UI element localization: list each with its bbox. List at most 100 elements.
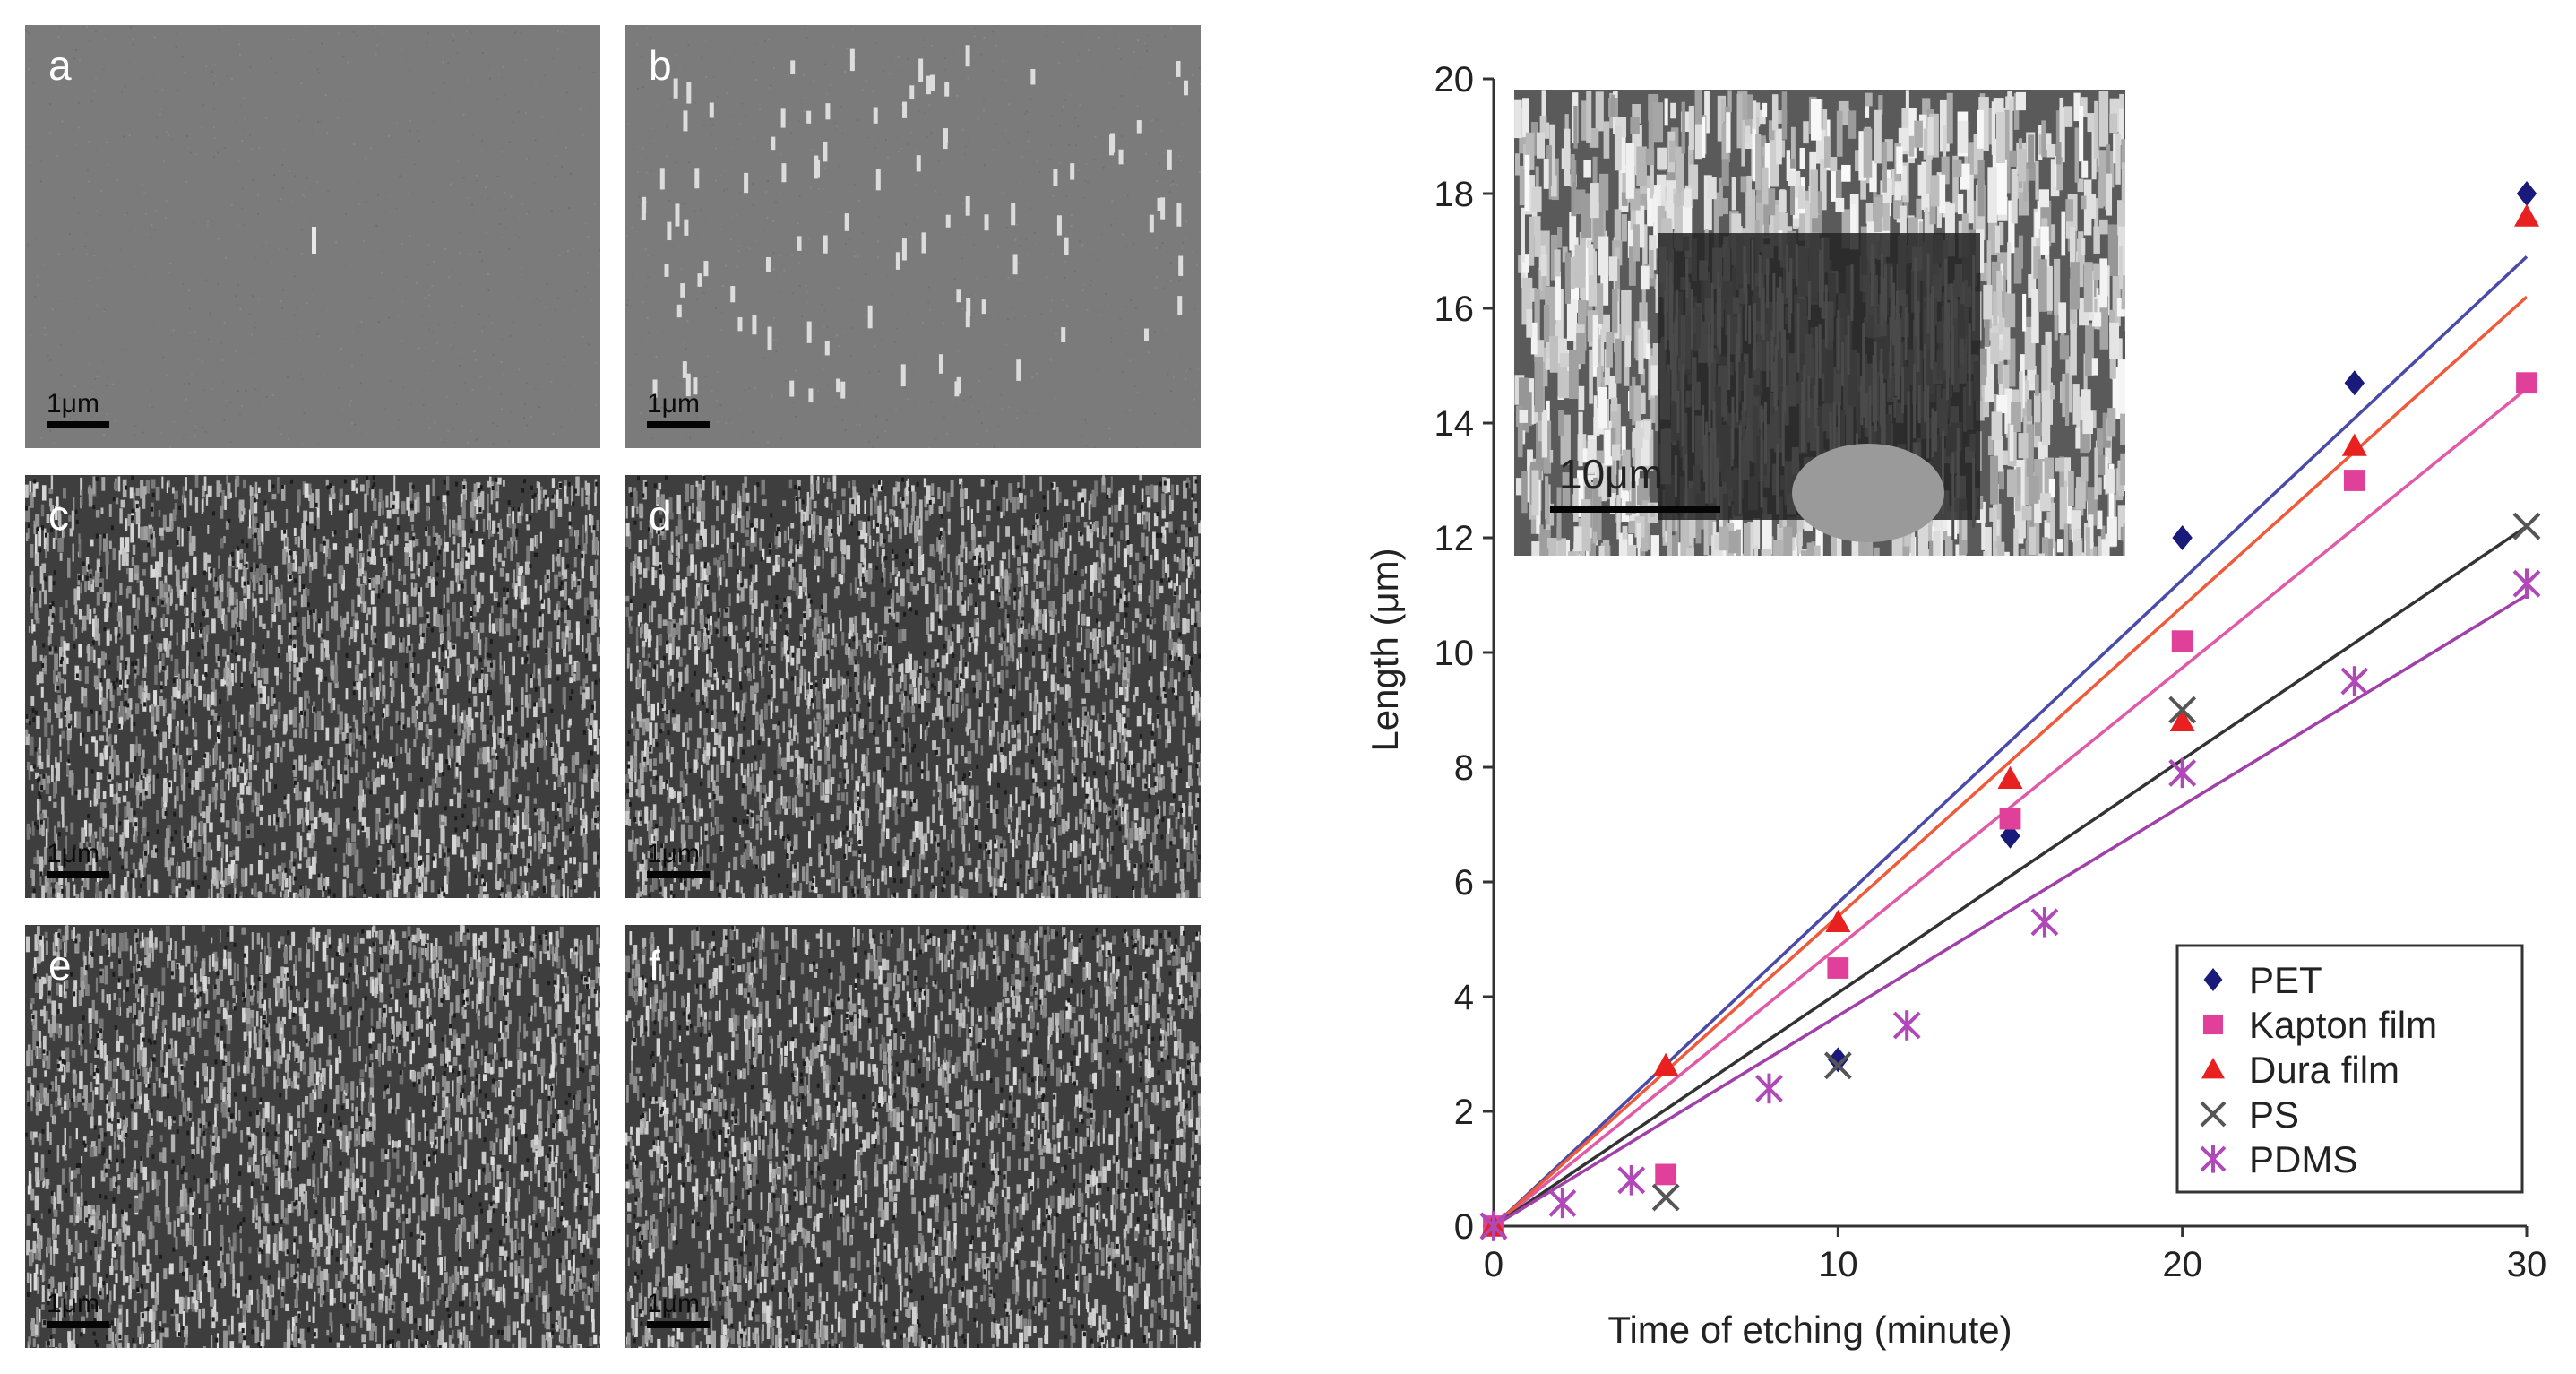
scale-bar: 1μm — [47, 1289, 109, 1328]
scale-bar: 1μm — [647, 1289, 710, 1328]
scale-bar-line — [647, 871, 710, 878]
point-pdms — [2030, 907, 2059, 938]
panel-label: b — [649, 42, 672, 89]
y-tick-label: 0 — [1454, 1207, 1474, 1247]
sem-panel-a: a 1μm — [25, 25, 600, 448]
point-pet — [1828, 1047, 1848, 1073]
point-pet — [2344, 370, 2365, 396]
y-tick-label: 10 — [1434, 634, 1475, 673]
legend-box — [2175, 944, 2524, 1194]
inset-scale-bar — [1550, 506, 1720, 513]
sem-panel-f: f 1μm — [625, 925, 1201, 1348]
legend-marker — [2200, 1101, 2227, 1128]
inset-sem-image: 10μm — [1514, 90, 2125, 556]
scale-bar-line — [47, 871, 109, 878]
inset-scale-label: 10μm — [1559, 451, 1663, 497]
legend-marker — [2201, 1058, 2225, 1079]
x-tick-label: 30 — [2507, 1245, 2547, 1284]
legend-marker — [2202, 1014, 2224, 1035]
scale-bar-line — [647, 1321, 710, 1328]
point-pdms — [1755, 1073, 1783, 1104]
scale-bar-line — [47, 421, 109, 428]
x-tick-label: 10 — [1818, 1245, 1858, 1284]
point-kapton-film — [2171, 630, 2193, 652]
point-dura-film — [2169, 708, 2195, 731]
sem-texture — [25, 925, 600, 1348]
fit-line-pdms — [1493, 593, 2528, 1228]
chart-axes: 0 2 4 6 8 10 12 14 16 18 20 0 10 20 30 — [1434, 60, 2547, 1284]
legend-marker — [2203, 968, 2223, 991]
y-tick-label: 6 — [1454, 863, 1474, 903]
y-tick-label: 8 — [1454, 748, 1474, 788]
point-pdms — [2340, 666, 2369, 696]
point-kapton-film — [1827, 957, 1849, 979]
scale-bar-label: 1μm — [647, 839, 700, 868]
y-tick-label: 18 — [1434, 175, 1475, 214]
y-tick-label: 16 — [1434, 289, 1475, 329]
legend-label: Dura film — [2249, 1049, 2399, 1091]
point-ps — [2512, 512, 2541, 540]
sem-panel-b: b 1μm — [625, 25, 1201, 448]
y-tick-label: 2 — [1454, 1093, 1474, 1132]
scale-bar-label: 1μm — [647, 1289, 700, 1318]
fit-line-ps — [1493, 524, 2528, 1228]
sem-texture — [625, 925, 1201, 1348]
point-pdms — [2168, 757, 2197, 789]
scale-bar-line — [47, 1321, 109, 1328]
y-tick-label: 20 — [1434, 60, 1475, 99]
sem-texture — [625, 475, 1201, 898]
scale-bar-line — [647, 421, 710, 428]
etching-length-chart: 10μm 0 2 4 6 8 10 12 14 16 18 20 0 10 20 30 PETKapton … — [1364, 60, 2547, 1351]
sem-panel-c: c 1μm — [25, 475, 600, 898]
panel-label: c — [48, 492, 69, 539]
y-axis-label: Length (μm) — [1364, 548, 1406, 751]
point-kapton-film — [1999, 808, 2021, 830]
point-pdms — [1479, 1211, 1508, 1241]
point-dura-film — [1997, 765, 2023, 789]
point-pet — [2516, 181, 2537, 206]
legend-label: PET — [2249, 959, 2322, 1001]
scale-bar: 1μm — [47, 839, 109, 878]
fit-line-kapton-film — [1492, 387, 2529, 1228]
point-pdms — [1892, 1010, 1921, 1041]
point-pdms — [2512, 568, 2541, 599]
point-pet — [2172, 525, 2193, 550]
legend-label: PS — [2249, 1093, 2299, 1136]
point-ps — [1823, 1051, 1852, 1080]
x-tick-label: 0 — [1484, 1245, 1503, 1284]
scale-bar-label: 1μm — [47, 389, 99, 419]
point-dura-film — [1653, 1052, 1679, 1076]
sem-texture — [25, 475, 600, 898]
sem-texture — [625, 25, 1201, 448]
x-axis-label: Time of etching (minute) — [1607, 1309, 2012, 1351]
point-ps — [2168, 696, 2197, 724]
scale-bar: 1μm — [47, 389, 109, 428]
point-pdms — [1548, 1188, 1577, 1219]
scale-bar-label: 1μm — [47, 839, 99, 868]
y-tick-label: 12 — [1434, 519, 1475, 558]
y-tick-label: 4 — [1454, 978, 1474, 1017]
scale-bar: 1μm — [647, 839, 710, 878]
legend-marker — [2200, 1145, 2227, 1173]
point-pdms — [1617, 1165, 1646, 1196]
panel-label: f — [649, 942, 660, 989]
scale-bar-label: 1μm — [47, 1289, 99, 1318]
panel-label: a — [48, 42, 72, 89]
sem-texture — [25, 25, 600, 448]
point-dura-film — [1825, 909, 1851, 932]
point-dura-film — [2514, 203, 2539, 227]
point-kapton-film — [2343, 470, 2365, 491]
y-tick-label: 14 — [1434, 404, 1475, 444]
sem-panel-d: d 1μm — [625, 475, 1201, 898]
point-kapton-film — [1655, 1163, 1677, 1186]
panel-label: e — [48, 942, 72, 989]
panel-label: d — [649, 492, 672, 539]
x-tick-label: 20 — [2162, 1245, 2202, 1284]
point-kapton-film — [2516, 372, 2537, 394]
legend-label: Kapton film — [2249, 1004, 2437, 1046]
legend-label: PDMS — [2249, 1138, 2357, 1180]
point-dura-film — [2341, 433, 2367, 456]
sem-panel-e: e 1μm — [25, 925, 600, 1348]
scale-bar-label: 1μm — [647, 389, 700, 419]
